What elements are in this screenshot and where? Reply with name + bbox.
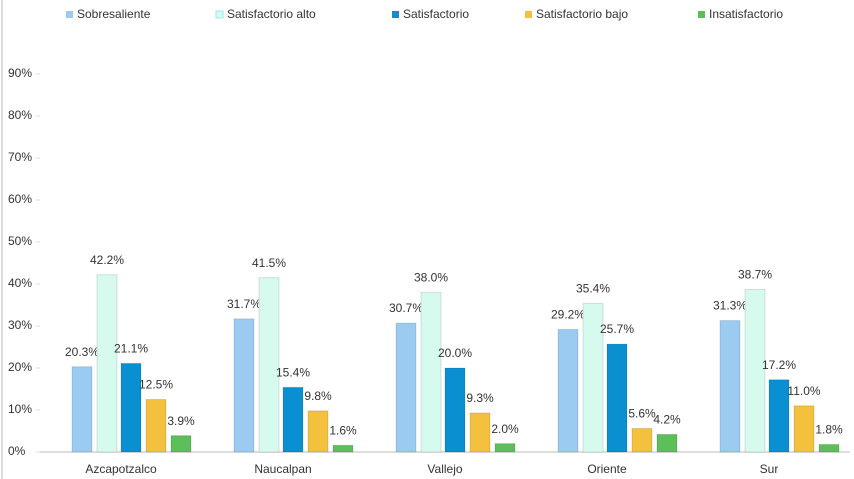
bar xyxy=(494,443,516,453)
data-label: 3.9% xyxy=(167,414,195,428)
x-tick-label: Vallejo xyxy=(427,462,462,476)
bar xyxy=(282,386,304,453)
bar xyxy=(793,405,815,453)
y-tick-label: 40% xyxy=(8,276,32,290)
data-label: 12.5% xyxy=(139,378,173,392)
data-label: 29.2% xyxy=(551,308,585,322)
bar xyxy=(606,343,628,453)
bar xyxy=(258,277,280,453)
bar xyxy=(557,328,579,453)
legend-label: Sobresaliente xyxy=(77,7,151,21)
legend-label: Satisfactorio bajo xyxy=(536,7,628,21)
bar xyxy=(444,367,466,453)
y-tick-label: 50% xyxy=(8,234,32,248)
data-label: 1.8% xyxy=(815,423,843,437)
data-label: 30.7% xyxy=(389,301,423,315)
x-tick-label: Naucalpan xyxy=(254,462,311,476)
legend-swatch xyxy=(698,11,705,18)
y-tick-label: 60% xyxy=(8,192,32,206)
x-tick-label: Sur xyxy=(760,462,779,476)
y-tick-label: 0% xyxy=(8,444,26,458)
legend-label: Satisfactorio alto xyxy=(227,7,316,21)
bar xyxy=(420,291,442,453)
bar xyxy=(744,288,766,453)
data-label: 1.6% xyxy=(329,423,357,437)
data-label: 31.7% xyxy=(227,297,261,311)
data-label: 5.6% xyxy=(628,407,656,421)
y-tick-label: 70% xyxy=(8,150,32,164)
data-label: 38.0% xyxy=(414,271,448,285)
legend-swatch xyxy=(215,10,224,19)
y-tick-label: 10% xyxy=(8,402,32,416)
legend-swatch xyxy=(66,11,73,18)
y-tick-label: 30% xyxy=(8,318,32,332)
data-label: 25.7% xyxy=(600,322,634,336)
legend-swatch xyxy=(525,11,532,18)
data-label: 20.3% xyxy=(65,345,99,359)
bar xyxy=(170,435,192,453)
data-label: 4.2% xyxy=(653,413,681,427)
bar xyxy=(307,410,329,453)
data-label: 11.0% xyxy=(787,384,820,398)
x-tick-label: Oriente xyxy=(587,462,627,476)
y-tick-label: 90% xyxy=(8,66,32,80)
bar xyxy=(332,444,354,453)
bar xyxy=(395,322,417,453)
bar xyxy=(71,366,93,453)
data-label: 9.3% xyxy=(466,391,494,405)
bar xyxy=(233,318,255,453)
data-label: 38.7% xyxy=(738,268,772,282)
bar xyxy=(96,274,118,453)
bar xyxy=(145,399,167,453)
data-label: 42.2% xyxy=(90,253,124,267)
legend-label: Satisfactorio xyxy=(403,7,469,21)
bar xyxy=(582,302,604,453)
bar xyxy=(768,379,790,453)
legend-swatch xyxy=(392,11,399,18)
data-label: 20.0% xyxy=(438,346,472,360)
data-label: 2.0% xyxy=(491,422,519,436)
data-label: 31.3% xyxy=(713,299,747,313)
bar xyxy=(818,443,840,453)
legend-label: Insatisfactorio xyxy=(709,7,783,21)
data-label: 21.1% xyxy=(114,342,148,356)
x-tick-label: Azcapotzalco xyxy=(85,462,157,476)
bar xyxy=(120,362,142,453)
y-tick-label: 80% xyxy=(8,108,32,122)
data-label: 9.8% xyxy=(304,389,332,403)
bar xyxy=(719,320,741,453)
data-label: 15.4% xyxy=(276,365,310,379)
data-label: 41.5% xyxy=(252,256,286,270)
bar xyxy=(469,412,491,453)
data-label: 35.4% xyxy=(576,281,610,295)
bar xyxy=(656,433,678,453)
bar xyxy=(631,427,653,453)
data-label: 17.2% xyxy=(762,358,796,372)
y-tick-label: 20% xyxy=(8,360,32,374)
